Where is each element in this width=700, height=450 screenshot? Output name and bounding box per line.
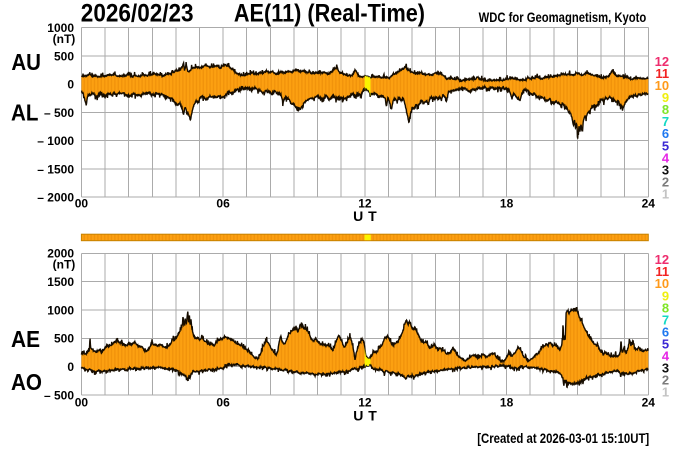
svg-text:AE(11) (Real-Time): AE(11) (Real-Time) xyxy=(234,0,425,27)
svg-text:– 1000: – 1000 xyxy=(37,134,74,148)
svg-text:12: 12 xyxy=(655,54,669,69)
svg-text:– 500: – 500 xyxy=(44,106,74,120)
svg-text:1500: 1500 xyxy=(47,275,74,289)
svg-text:3: 3 xyxy=(662,361,669,376)
svg-text:8: 8 xyxy=(662,102,669,117)
svg-text:2: 2 xyxy=(662,373,669,388)
svg-text:12: 12 xyxy=(358,395,372,409)
svg-text:1: 1 xyxy=(662,187,669,202)
svg-text:7: 7 xyxy=(662,114,669,129)
svg-text:11: 11 xyxy=(655,66,669,81)
svg-text:U T: U T xyxy=(353,208,377,224)
svg-text:6: 6 xyxy=(662,126,669,141)
svg-text:18: 18 xyxy=(500,197,514,211)
svg-text:(nT): (nT) xyxy=(53,258,76,272)
svg-text:00: 00 xyxy=(75,197,89,211)
svg-text:– 1500: – 1500 xyxy=(37,162,74,176)
svg-text:1000: 1000 xyxy=(47,303,74,317)
svg-text:12: 12 xyxy=(655,252,669,267)
svg-text:2026/02/23: 2026/02/23 xyxy=(81,0,194,27)
svg-text:24: 24 xyxy=(642,395,656,409)
svg-text:06: 06 xyxy=(216,197,230,211)
svg-text:– 500: – 500 xyxy=(44,388,74,402)
svg-text:WDC for Geomagnetism, Kyoto: WDC for Geomagnetism, Kyoto xyxy=(479,9,647,25)
svg-text:18: 18 xyxy=(500,395,514,409)
svg-text:9: 9 xyxy=(662,90,669,105)
svg-text:0: 0 xyxy=(67,78,74,92)
svg-text:AU: AU xyxy=(11,49,41,75)
svg-text:(nT): (nT) xyxy=(53,32,76,46)
svg-text:AL: AL xyxy=(11,100,38,126)
svg-text:4: 4 xyxy=(662,150,670,165)
svg-text:5: 5 xyxy=(662,337,669,352)
svg-text:U T: U T xyxy=(353,408,377,424)
svg-text:2: 2 xyxy=(662,174,669,189)
svg-text:5: 5 xyxy=(662,138,669,153)
svg-text:8: 8 xyxy=(662,300,669,315)
svg-text:– 2000: – 2000 xyxy=(37,191,74,205)
svg-text:500: 500 xyxy=(54,49,74,63)
svg-text:11: 11 xyxy=(655,264,669,279)
svg-text:AO: AO xyxy=(11,369,42,395)
svg-text:6: 6 xyxy=(662,324,669,339)
svg-text:1000: 1000 xyxy=(47,21,74,35)
svg-text:2000: 2000 xyxy=(47,247,74,261)
svg-text:7: 7 xyxy=(662,312,669,327)
svg-text:00: 00 xyxy=(75,395,89,409)
svg-text:AE: AE xyxy=(11,326,40,352)
svg-text:10: 10 xyxy=(655,78,669,93)
svg-text:10: 10 xyxy=(655,276,669,291)
svg-text:1: 1 xyxy=(662,385,669,400)
svg-text:3: 3 xyxy=(662,162,669,177)
svg-text:[Created at 2026-03-01 15:10UT: [Created at 2026-03-01 15:10UT] xyxy=(477,430,649,446)
svg-text:500: 500 xyxy=(54,332,74,346)
svg-text:0: 0 xyxy=(67,360,74,374)
svg-text:06: 06 xyxy=(216,395,230,409)
svg-text:9: 9 xyxy=(662,288,669,303)
svg-text:12: 12 xyxy=(358,197,372,211)
svg-text:4: 4 xyxy=(662,349,670,364)
svg-text:24: 24 xyxy=(642,197,656,211)
